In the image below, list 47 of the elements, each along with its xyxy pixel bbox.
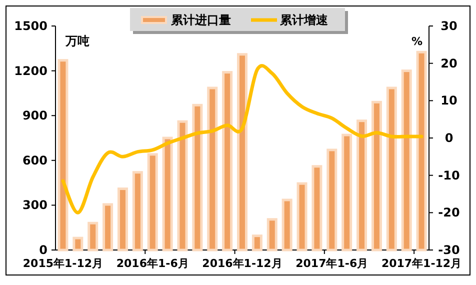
y2-tick-label: -30	[438, 243, 460, 257]
y-tick-label: 600	[22, 153, 48, 168]
x-tick-label: 2015年1-12月	[22, 257, 104, 270]
annotation: 万吨	[64, 34, 90, 48]
y-tick-label: 1500	[14, 19, 48, 33]
bar	[401, 70, 412, 252]
y2-tick-label: 30	[440, 19, 458, 33]
bar	[222, 71, 233, 252]
bar	[177, 120, 188, 252]
bar	[102, 203, 114, 252]
x-tick-label: 2017年1-12月	[381, 257, 462, 270]
bar	[371, 100, 382, 252]
bar	[147, 153, 158, 252]
y2-tick-label: 20	[440, 56, 458, 70]
y-tick-label: 300	[22, 198, 48, 212]
y2-tick-label: 0	[444, 131, 454, 145]
legend-label: 累计进口量	[170, 13, 231, 27]
y2-tick-label: 10	[440, 94, 458, 108]
bar	[72, 236, 84, 252]
x-tick-label: 2016年1-6月	[116, 257, 189, 270]
bar	[356, 120, 368, 252]
bar	[192, 104, 203, 252]
bar	[132, 171, 143, 252]
bar	[207, 86, 218, 252]
bar	[266, 218, 278, 252]
y-tick-label: 0	[39, 243, 48, 257]
x-tick-label: 2016年1-12月	[202, 257, 282, 270]
legend-label: 累计增速	[279, 13, 329, 27]
bar	[386, 86, 397, 252]
bar	[326, 148, 338, 252]
y-tick-label: 1200	[14, 64, 48, 78]
bar	[296, 182, 308, 252]
bar	[342, 134, 352, 252]
y2-tick-label: -10	[438, 168, 460, 182]
bar	[252, 234, 262, 252]
bar	[88, 222, 98, 252]
y2-tick-label: -20	[438, 206, 460, 220]
bar	[162, 136, 173, 252]
x-tick-label: 2017年1-6月	[296, 257, 368, 270]
bar	[416, 50, 427, 252]
bar	[282, 198, 292, 252]
y-tick-label: 900	[22, 108, 48, 123]
bar	[237, 53, 248, 252]
bar	[312, 165, 322, 252]
bar	[117, 188, 128, 252]
annotation: %	[411, 35, 423, 48]
bar	[58, 59, 68, 252]
